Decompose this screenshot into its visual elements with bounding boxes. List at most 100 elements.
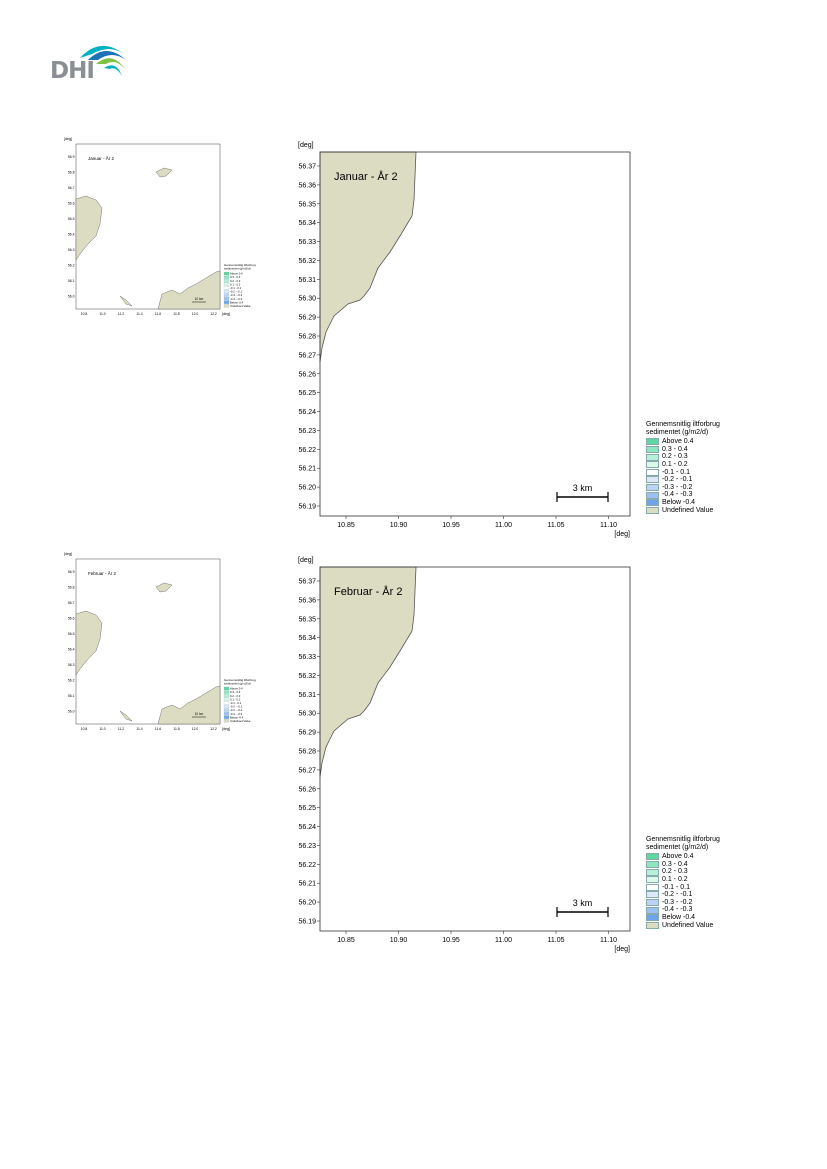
thumbnail-legend-label: -0.4 - -0.3 — [230, 297, 243, 301]
scale-bar-label: 3 km — [573, 483, 593, 493]
x-tick-label: 10.90 — [390, 937, 408, 944]
legend: Gennemsnitlig iltforbrug sedimentet (g/m2… — [646, 836, 720, 929]
legend-item: -0.2 - -0.1 — [646, 891, 720, 899]
thumbnail-legend-title: Gennemsnitlig iltforbrug — [224, 263, 256, 267]
thumbnail-map-januar: Januar - År 2 [deg] [deg] 56.9 56.8 56.7 56.6 5… — [64, 136, 256, 316]
thumbnail-map-februar: Februar - År 2 [deg] [deg] 56.9 56.8 56.7 56.6… — [64, 551, 256, 731]
thumbnail-land — [157, 270, 221, 310]
x-tick-label: 10.85 — [337, 937, 355, 944]
thumbnail-legend-swatch — [223, 704, 230, 709]
legend-item: Below -0.4 — [646, 914, 720, 922]
y-tick-label: 56.30 — [298, 711, 316, 718]
y-tick-label: 56.24 — [298, 824, 316, 831]
thumbnail-legend-label: Above 0.4 — [230, 687, 243, 691]
thumbnail-x-tick-label: 11.4 — [136, 727, 142, 731]
legend-swatch — [646, 853, 659, 861]
thumbnail-y-tick-label: 56.1 — [68, 694, 75, 698]
thumbnail-legend-swatch — [223, 690, 230, 694]
legend-label: -0.1 - 0.1 — [662, 883, 691, 891]
thumbnail-title: Januar - År 2 — [88, 155, 115, 161]
thumbnail-x-tick-label: 11.8 — [173, 312, 179, 316]
thumbnail-legend-swatch — [223, 271, 230, 276]
legend-item: -0.3 - -0.2 — [646, 899, 720, 907]
thumbnail-x-tick-label: 12.2 — [210, 727, 217, 731]
thumbnail-legend-swatch — [223, 694, 230, 698]
legend-item: 0.1 - 0.2 — [646, 876, 720, 884]
legend-item: -0.1 - 0.1 — [646, 469, 720, 477]
thumbnail-x-tick-label: 12.0 — [192, 312, 199, 316]
legend-label: 0.2 - 0.3 — [662, 868, 688, 876]
x-tick-label: 11.10 — [600, 522, 617, 529]
y-tick-label: 56.36 — [298, 597, 316, 604]
thumbnail-y-tick-label: 56.8 — [68, 171, 75, 175]
thumbnail-y-tick-label: 56.6 — [68, 202, 75, 206]
thumbnail-legend-label: 0.3 - 0.4 — [230, 690, 241, 694]
thumbnail-legend-swatch — [223, 304, 230, 308]
y-tick-label: 56.33 — [298, 654, 316, 661]
legend-item: -0.3 - -0.2 — [646, 484, 720, 492]
legend-label: 0.1 - 0.2 — [662, 875, 688, 883]
y-tick-label: 56.32 — [298, 258, 316, 265]
y-tick-label: 56.35 — [298, 201, 316, 208]
y-tick-label: 56.34 — [298, 635, 316, 642]
thumbnail-y-tick-label: 56.2 — [68, 679, 75, 683]
thumbnail-legend-swatch — [223, 701, 230, 705]
legend-label: -0.1 - 0.1 — [662, 468, 691, 476]
logo-text: DHI — [50, 58, 95, 84]
legend-label: 0.3 - 0.4 — [662, 860, 688, 868]
thumbnail-legend-label: Above 0.4 — [230, 272, 243, 276]
dhi-wave-icon — [80, 45, 126, 76]
y-tick-label: 56.22 — [298, 862, 316, 869]
thumbnail-legend-swatch — [223, 279, 230, 283]
thumbnail-x-tick-label: 11.4 — [136, 312, 142, 316]
x-tick-label: 11.00 — [495, 937, 512, 944]
thumbnail-y-tick-label: 56.0 — [68, 710, 75, 714]
thumbnail-legend-label: -0.3 - -0.2 — [230, 293, 243, 297]
legend-swatch — [646, 891, 659, 899]
legend-item: -0.4 - -0.3 — [646, 491, 720, 499]
thumbnail-y-tick-label: 56.7 — [68, 186, 75, 190]
legend-label: 0.3 - 0.4 — [662, 445, 688, 453]
thumbnail-legend-label: 0.2 - 0.3 — [230, 694, 241, 698]
legend-label: Below -0.4 — [662, 913, 696, 921]
x-tick-label: 10.95 — [442, 522, 460, 529]
x-axis-unit: [deg] — [614, 946, 630, 953]
legend-swatch — [646, 438, 659, 446]
y-tick-label: 56.26 — [298, 371, 316, 378]
legend-swatch — [646, 461, 659, 469]
y-tick-label: 56.28 — [298, 749, 316, 756]
thumbnail-y-tick-label: 56.5 — [68, 217, 75, 221]
map-title: Januar - År 2 — [334, 170, 398, 183]
thumbnail-legend-label: 0.2 - 0.3 — [230, 279, 241, 283]
dhi-logo: DHI — [50, 36, 130, 84]
y-tick-label: 56.21 — [298, 881, 316, 888]
y-tick-label: 56.29 — [298, 730, 316, 737]
y-tick-label: 56.35 — [298, 616, 316, 623]
y-tick-label: 56.23 — [298, 843, 316, 850]
thumbnail-x-tick-label: 10.8 — [81, 312, 88, 316]
thumbnail-legend-subtitle: sedimentet (g/m2/d) — [224, 682, 251, 686]
legend-swatch — [646, 914, 659, 922]
thumbnail-legend-label: -0.3 - -0.2 — [230, 708, 243, 712]
legend-item: 0.3 - 0.4 — [646, 861, 720, 869]
legend-item: Above 0.4 — [646, 853, 720, 861]
legend-label: Below -0.4 — [662, 498, 696, 506]
legend-label: 0.2 - 0.3 — [662, 453, 688, 461]
thumbnail-legend-label: Below -0.4 — [230, 715, 244, 719]
legend-swatch — [646, 499, 659, 507]
legend-label: Above 0.4 — [662, 853, 694, 861]
thumbnail-x-tick-label: 11.0 — [99, 312, 105, 316]
y-tick-label: 56.31 — [298, 277, 316, 284]
y-tick-label: 56.20 — [298, 900, 316, 907]
thumbnail-y-tick-label: 56.3 — [68, 248, 75, 252]
thumbnail-legend-swatch — [223, 300, 230, 304]
legend-label: -0.3 - -0.2 — [662, 898, 693, 906]
map-svg: Februar - År 2 [deg] 56.37 56.36 56.35 56.34 5… — [298, 557, 631, 953]
thumbnail-x-tick-label: 11.0 — [99, 727, 105, 731]
legend-subtitle: sedimentet (g/m2/d) — [646, 428, 709, 436]
legend-label: -0.3 - -0.2 — [662, 483, 693, 491]
plot-frame — [319, 151, 631, 517]
thumbnail-title: Februar - År 2 — [88, 570, 117, 576]
land-area — [319, 151, 417, 363]
thumbnail-x-tick-label: 10.8 — [81, 727, 88, 731]
